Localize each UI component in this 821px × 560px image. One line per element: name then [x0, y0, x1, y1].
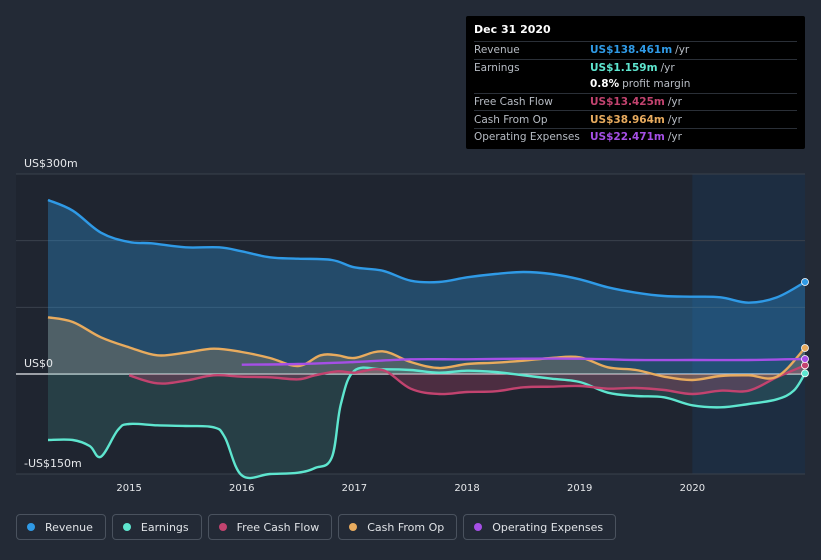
series-markers [801, 278, 809, 378]
tooltip-row-value: US$38.964m [590, 113, 665, 126]
legend-item-operating-expenses[interactable]: Operating Expenses [463, 514, 617, 540]
chart: US$300m US$0 -US$150m 2015 2016 2017 2018 2019… [16, 157, 809, 494]
y-axis-labels: US$300m US$0 -US$150m [24, 157, 82, 470]
tooltip-row-name: Operating Expenses [474, 131, 580, 144]
tooltip-row-unit: /yr [667, 96, 682, 109]
legend-dot-icon [27, 523, 35, 531]
tooltip-row: Earnings US$1.159m/yr [474, 58, 797, 77]
tooltip-row-unit: /yr [667, 131, 682, 144]
tooltip-rows: Revenue US$138.461m/yr Earnings US$1.159m/y… [474, 41, 797, 146]
marker-revenue [801, 278, 809, 286]
grid [16, 173, 805, 475]
line-opex [241, 357, 806, 366]
area-cfo [48, 317, 805, 381]
legend-dot-icon [218, 523, 227, 531]
tooltip-row-value: 0.8% [590, 78, 620, 91]
tooltip-row-value: US$13.425m [590, 96, 665, 109]
x-tick-label: 2015 [116, 483, 141, 494]
y-tick-label: US$0 [24, 357, 53, 370]
highlight-region [692, 174, 805, 474]
tooltip: Dec 31 2020 Revenue US$138.461m/yr Earning… [466, 16, 805, 149]
marker-earnings [801, 369, 809, 378]
area-earnings [48, 367, 805, 479]
x-tick-label: 2017 [342, 483, 367, 494]
tooltip-row-name: Free Cash Flow [474, 96, 553, 109]
legend-label: Free Cash Flow [236, 520, 320, 534]
legend-dot-icon [349, 523, 358, 531]
marker-cfo [801, 344, 809, 352]
legend-label: Earnings [140, 520, 189, 534]
marker-opex [801, 355, 809, 363]
x-tick-label: 2020 [680, 483, 705, 494]
tooltip-row-unit: profit margin [622, 78, 691, 91]
x-axis-labels: 2015 2016 2017 2018 2019 2020 [116, 483, 705, 494]
tooltip-row-name: Earnings [474, 61, 520, 74]
tooltip-row-name: Revenue [474, 44, 520, 57]
tooltip-row: Revenue US$138.461m/yr [474, 41, 797, 59]
line-earnings [47, 366, 807, 480]
tooltip-row-unit: /yr [667, 113, 682, 126]
tooltip-row: Operating Expenses US$22.471m/yr [474, 127, 797, 146]
legend-item-free-cash-flow[interactable]: Free Cash Flow [207, 514, 333, 540]
y-tick-label: -US$150m [24, 457, 82, 470]
legend-item-cash-from-op[interactable]: Cash From Op [338, 514, 458, 540]
legend-item-revenue[interactable]: Revenue [16, 514, 106, 540]
line-cfo [47, 316, 806, 382]
tooltip-row: Free Cash Flow US$13.425m/yr [474, 92, 797, 111]
y-tick-label: US$300m [24, 157, 78, 170]
tooltip-row-value: US$1.159m [590, 61, 658, 74]
line-fcf [128, 364, 806, 396]
line-revenue [47, 198, 806, 304]
x-tick-label: 2018 [454, 483, 479, 494]
legend: Revenue Earnings Free Cash Flow Cash From O… [16, 514, 617, 540]
tooltip-row-value: US$22.471m [590, 131, 665, 144]
legend-label: Cash From Op [367, 520, 445, 534]
tooltip-row: Cash From Op US$38.964m/yr [474, 110, 797, 128]
tooltip-date: Dec 31 2020 [474, 23, 551, 36]
legend-dot-icon [122, 523, 131, 531]
tooltip-row-unit: /yr [675, 44, 690, 57]
tooltip-row-unit: /yr [660, 61, 675, 74]
tooltip-row: 0.8% profit margin [474, 76, 797, 93]
tooltip-row-value: US$138.461m [590, 44, 673, 57]
legend-label: Revenue [45, 520, 93, 534]
area-revenue [48, 200, 805, 374]
legend-item-earnings[interactable]: Earnings [111, 514, 202, 540]
legend-dot-icon [474, 523, 483, 531]
legend-label: Operating Expenses [492, 520, 604, 534]
tooltip-row-name: Cash From Op [474, 113, 548, 126]
series-lines [47, 198, 807, 480]
x-tick-label: 2019 [567, 483, 592, 494]
x-tick-label: 2016 [229, 483, 254, 494]
